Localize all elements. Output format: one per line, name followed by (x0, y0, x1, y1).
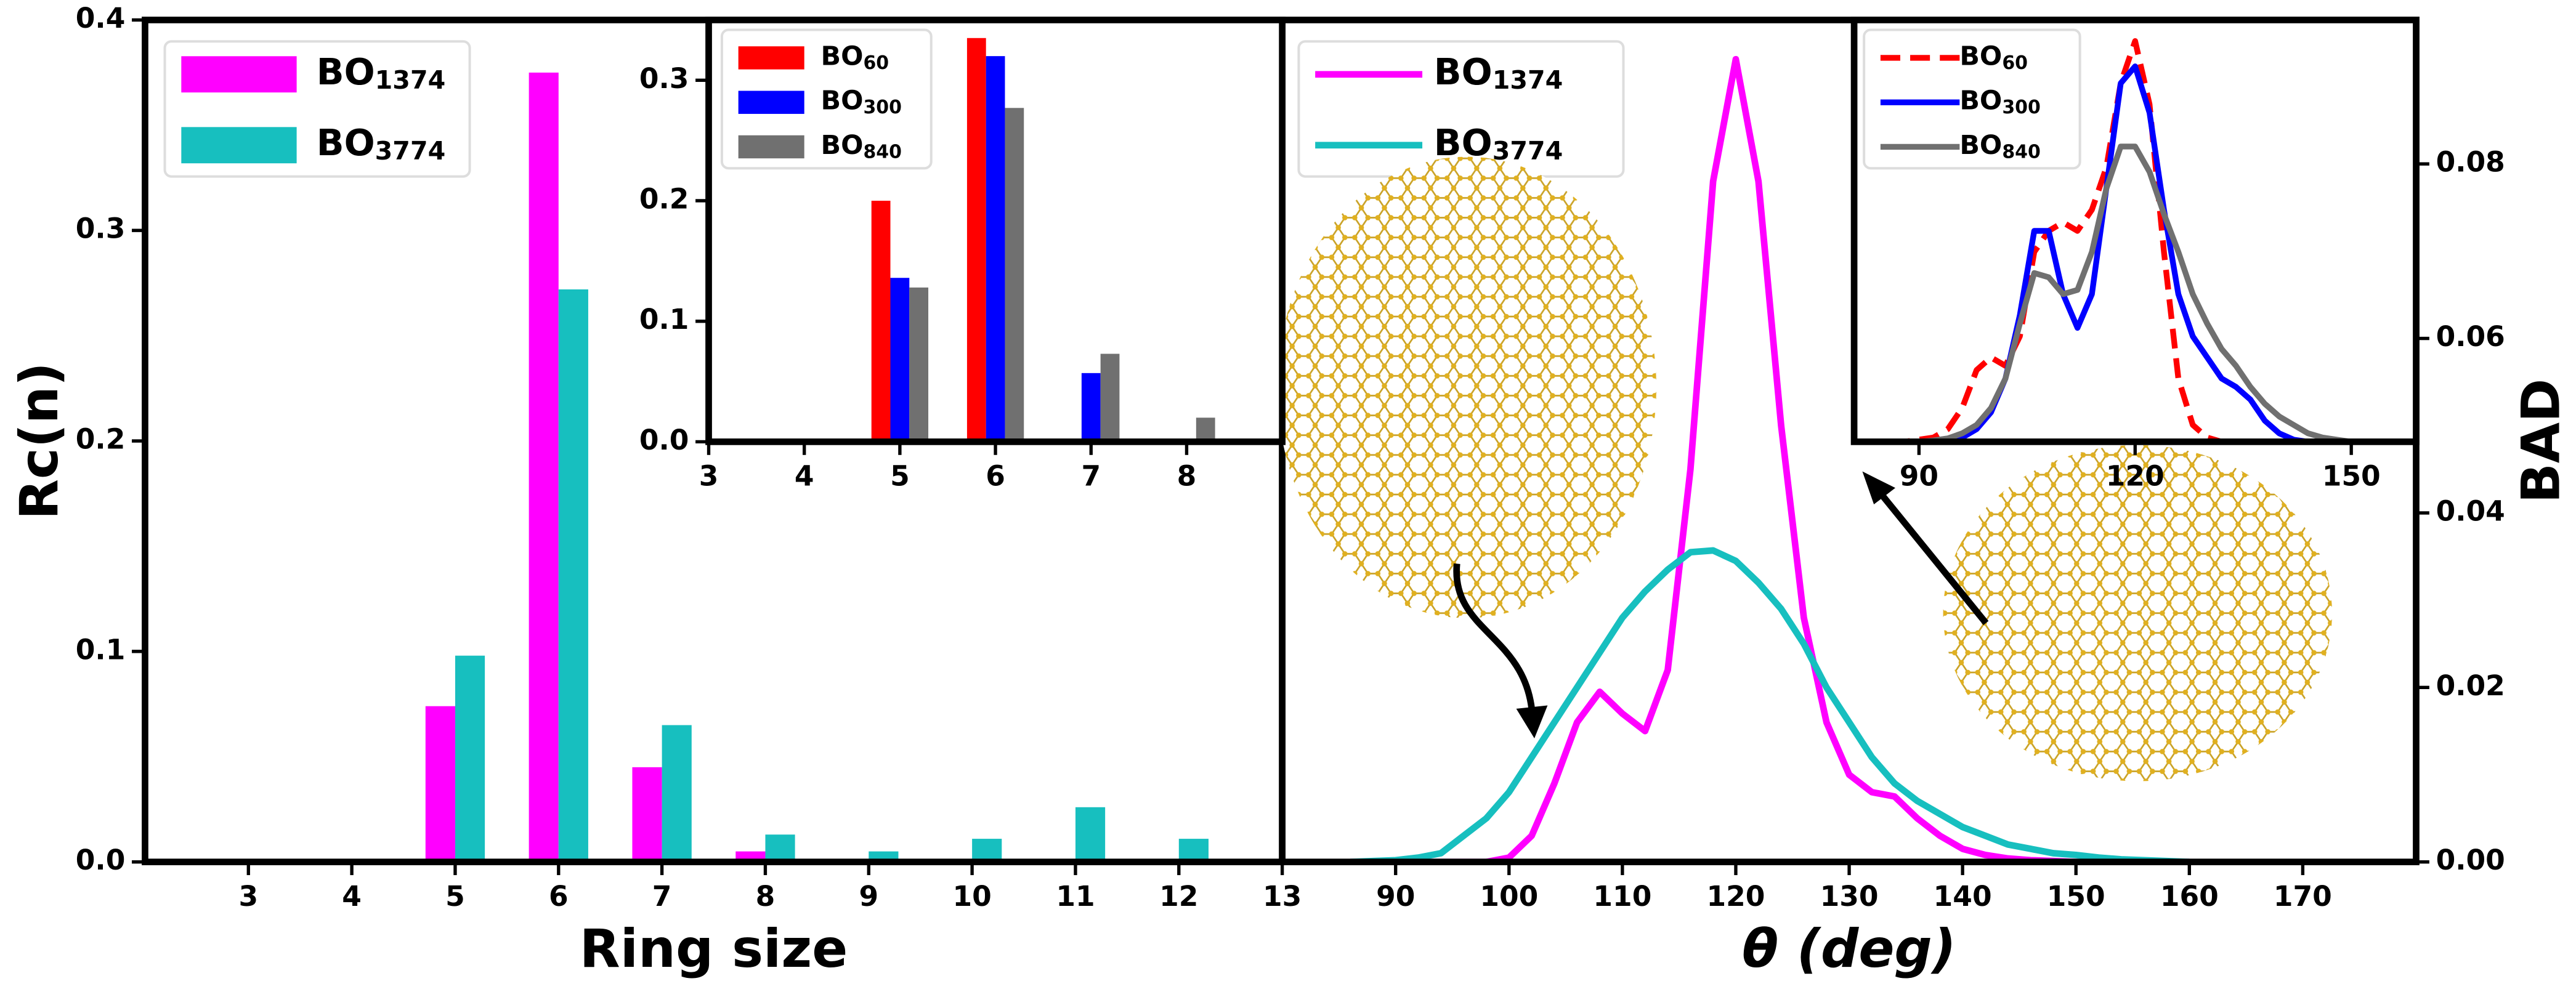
x-tick-label: 130 (1820, 880, 1879, 913)
y-axis-label: Rc(n) (9, 362, 70, 520)
x-tick-label: 9 (859, 880, 878, 913)
bar (986, 56, 1005, 442)
x-tick-label: 10 (952, 880, 991, 913)
bar (972, 839, 1002, 862)
bar (455, 655, 485, 862)
x-tick-label: 140 (1934, 880, 1992, 913)
y-tick-label: 0.2 (76, 423, 126, 456)
bar (662, 725, 692, 862)
x-tick-label: 6 (986, 460, 1005, 493)
legend-swatch (738, 135, 804, 159)
arrow (1453, 563, 1536, 725)
x-tick-label: 3 (238, 880, 258, 913)
bar (966, 38, 986, 442)
legend-swatch (181, 56, 297, 93)
y-tick-label: 0.3 (76, 212, 126, 245)
y-tick-label: 0.06 (2436, 320, 2505, 353)
x-tick-label: 120 (1707, 880, 1765, 913)
line-series (1890, 143, 2352, 445)
y-tick-label: 0.2 (639, 182, 689, 215)
bar (1075, 807, 1106, 862)
bar (529, 72, 559, 862)
x-tick-label: 160 (2160, 880, 2219, 913)
x-tick-label: 150 (2322, 460, 2381, 493)
bar (1100, 353, 1120, 442)
legend-swatch (738, 91, 804, 114)
plot-frame (1850, 17, 2420, 445)
x-tick-label: 5 (445, 880, 465, 913)
x-tick-label: 150 (2047, 880, 2105, 913)
x-tick-label: 4 (795, 460, 814, 493)
y-tick-label: 0.0 (76, 844, 126, 876)
x-tick-label: 120 (2106, 460, 2165, 493)
x-tick-label: 3 (699, 460, 719, 493)
decorations (1277, 156, 2333, 781)
x-tick-label: 6 (549, 880, 569, 913)
bar (558, 289, 588, 862)
line-series (1890, 63, 2352, 445)
x-tick-label: 90 (1376, 880, 1415, 913)
legend-box (1863, 28, 2081, 170)
x-tick-label: 13 (1263, 880, 1302, 913)
y-tick-label: 0.0 (639, 424, 689, 456)
bar (1178, 839, 1209, 862)
legend-swatch (738, 46, 804, 70)
y-tick-label: 0.04 (2436, 494, 2505, 527)
bar (1005, 108, 1024, 442)
x-tick-label: 4 (342, 880, 362, 913)
bar (890, 278, 910, 442)
bar (1196, 418, 1215, 442)
x-tick-label: 11 (1056, 880, 1095, 913)
y-tick-label: 0.1 (639, 303, 689, 336)
x-tick-label: 170 (2274, 880, 2332, 913)
x-tick-label: 7 (1081, 460, 1101, 493)
x-tick-label: 100 (1480, 880, 1538, 913)
legend-swatch (181, 127, 297, 164)
x-axis-label: θ (deg) (1742, 919, 1956, 980)
bar (909, 287, 929, 442)
x-tick-label: 7 (652, 880, 672, 913)
y-tick-label: 0.08 (2436, 146, 2505, 179)
y-tick-label: 0.1 (76, 633, 126, 666)
x-tick-label: 8 (1177, 460, 1197, 493)
y-tick-label: 0.3 (639, 62, 689, 95)
y-tick-label: 0.00 (2436, 844, 2505, 876)
x-tick-label: 12 (1159, 880, 1198, 913)
x-tick-label: 110 (1593, 880, 1651, 913)
arrow-head (1862, 471, 1895, 505)
line-series (1350, 547, 2190, 866)
arrow (1876, 489, 1989, 626)
x-axis-label: Ring size (580, 919, 848, 980)
x-tick-label: 5 (890, 460, 910, 493)
arrow-head (1516, 705, 1548, 738)
x-tick-label: 90 (1900, 460, 1938, 493)
plot-frame (705, 17, 1286, 445)
bar (425, 706, 455, 862)
y-tick-label: 0.02 (2436, 669, 2505, 702)
bar (1081, 373, 1101, 442)
bar (871, 200, 891, 442)
bar (632, 767, 662, 862)
bar (765, 834, 795, 862)
y-axis-label: BAD (2511, 379, 2572, 504)
x-tick-label: 8 (756, 880, 776, 913)
molecule-image (1277, 156, 1657, 618)
y-tick-label: 0.4 (76, 2, 126, 34)
molecule-image (1943, 445, 2333, 781)
